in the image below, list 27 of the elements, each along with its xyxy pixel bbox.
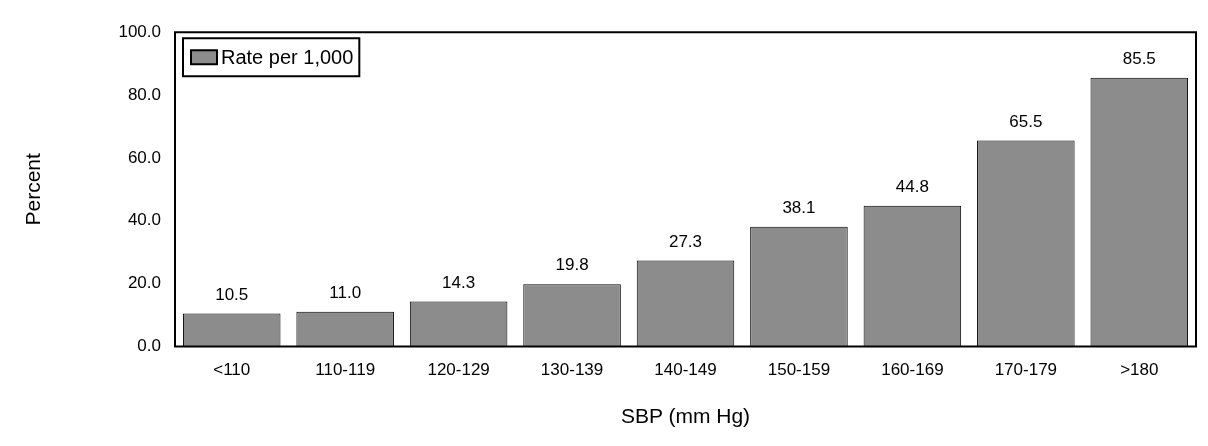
x-tick-label: 150-159 xyxy=(767,360,831,380)
x-tick-label: 110-119 xyxy=(315,360,376,380)
legend-label: Rate per 1,000 xyxy=(221,45,354,68)
data-label: 14.3 xyxy=(442,272,476,292)
y-tick-label: 40.0 xyxy=(127,210,161,230)
y-tick-label: 20.0 xyxy=(127,273,161,293)
y-tick-label: 100.0 xyxy=(118,21,161,41)
data-label: 85.5 xyxy=(1122,48,1156,68)
data-label: 19.8 xyxy=(555,255,589,275)
data-label: 44.8 xyxy=(895,176,929,196)
x-tick-label: 170-179 xyxy=(994,360,1058,380)
data-label: 65.5 xyxy=(1009,111,1043,131)
y-tick-label: 60.0 xyxy=(127,147,161,167)
data-label: 27.3 xyxy=(668,231,703,251)
y-tick-label: 80.0 xyxy=(127,84,161,104)
x-tick-label: 160-169 xyxy=(881,360,944,380)
y-axis-title: Percent xyxy=(21,152,45,226)
x-axis-title: SBP (mm Hg) xyxy=(620,404,751,428)
x-tick-label: <110 xyxy=(213,360,251,380)
y-tick-label: 0.0 xyxy=(137,336,161,356)
x-tick-label: >180 xyxy=(1120,360,1159,380)
x-tick-label: 130-139 xyxy=(540,360,604,380)
x-tick-label: 140-149 xyxy=(654,360,717,380)
data-label: 10.5 xyxy=(215,284,249,304)
data-label: 11.0 xyxy=(329,283,362,303)
x-tick-label: 120-129 xyxy=(427,360,490,380)
data-label: 38.1 xyxy=(782,197,816,217)
